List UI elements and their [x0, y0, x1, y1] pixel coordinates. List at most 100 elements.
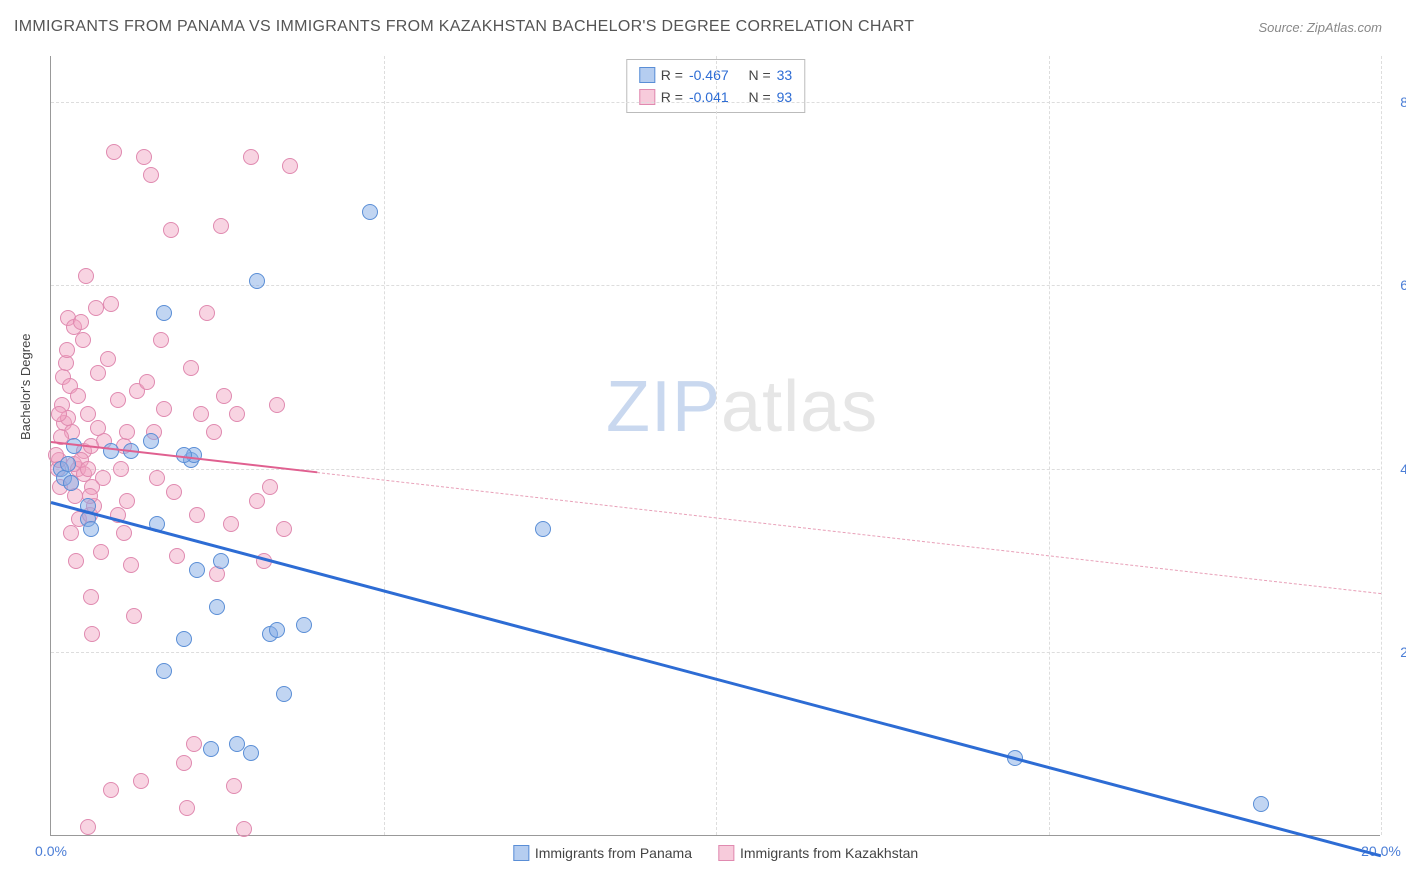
panama-n-value: 33 [777, 64, 793, 86]
point-kazakhstan [103, 782, 119, 798]
point-kazakhstan [139, 374, 155, 390]
point-panama [156, 305, 172, 321]
point-kazakhstan [75, 332, 91, 348]
swatch-blue-icon [513, 845, 529, 861]
source-attribution: Source: ZipAtlas.com [1258, 20, 1382, 35]
point-kazakhstan [100, 351, 116, 367]
point-kazakhstan [269, 397, 285, 413]
point-kazakhstan [223, 516, 239, 532]
point-panama [83, 521, 99, 537]
point-kazakhstan [189, 507, 205, 523]
point-kazakhstan [116, 525, 132, 541]
panama-r-value: -0.467 [689, 64, 729, 86]
point-panama [243, 745, 259, 761]
point-kazakhstan [176, 755, 192, 771]
point-kazakhstan [110, 392, 126, 408]
point-kazakhstan [83, 589, 99, 605]
point-kazakhstan [163, 222, 179, 238]
point-kazakhstan [169, 548, 185, 564]
swatch-pink-icon [718, 845, 734, 861]
y-tick-label: 40.0% [1390, 461, 1406, 477]
point-kazakhstan [59, 342, 75, 358]
point-kazakhstan [206, 424, 222, 440]
point-panama [296, 617, 312, 633]
point-kazakhstan [153, 332, 169, 348]
point-kazakhstan [166, 484, 182, 500]
point-kazakhstan [229, 406, 245, 422]
point-kazakhstan [179, 800, 195, 816]
point-panama [249, 273, 265, 289]
point-kazakhstan [262, 479, 278, 495]
watermark-zip: ZIP [606, 367, 721, 447]
y-axis-label: Bachelor's Degree [18, 333, 33, 440]
gridline-v [1049, 56, 1050, 835]
point-panama [209, 599, 225, 615]
point-kazakhstan [103, 296, 119, 312]
point-kazakhstan [123, 557, 139, 573]
point-panama [176, 631, 192, 647]
point-kazakhstan [51, 406, 67, 422]
gridline-v [384, 56, 385, 835]
point-panama [203, 741, 219, 757]
swatch-blue-icon [639, 67, 655, 83]
point-kazakhstan [58, 355, 74, 371]
watermark-atlas: atlas [721, 367, 878, 447]
legend-item-panama: Immigrants from Panama [513, 845, 692, 861]
point-kazakhstan [209, 566, 225, 582]
chart-title: IMMIGRANTS FROM PANAMA VS IMMIGRANTS FRO… [14, 18, 914, 36]
point-panama [535, 521, 551, 537]
x-tick-label: 0.0% [35, 843, 67, 859]
label-n: N = [748, 64, 770, 86]
point-kazakhstan [88, 300, 104, 316]
point-kazakhstan [199, 305, 215, 321]
gridline-v [716, 56, 717, 835]
point-kazakhstan [68, 553, 84, 569]
point-kazakhstan [156, 401, 172, 417]
point-kazakhstan [243, 149, 259, 165]
point-kazakhstan [226, 778, 242, 794]
point-kazakhstan [216, 388, 232, 404]
point-panama [103, 443, 119, 459]
y-tick-label: 60.0% [1390, 277, 1406, 293]
legend-item-kazakhstan: Immigrants from Kazakhstan [718, 845, 918, 861]
point-kazakhstan [119, 424, 135, 440]
point-kazakhstan [106, 144, 122, 160]
point-kazakhstan [73, 314, 89, 330]
point-kazakhstan [84, 626, 100, 642]
point-kazakhstan [70, 388, 86, 404]
point-kazakhstan [93, 544, 109, 560]
point-panama [60, 456, 76, 472]
label-n: N = [748, 86, 770, 108]
legend-label-kazakhstan: Immigrants from Kazakhstan [740, 845, 918, 861]
point-panama [362, 204, 378, 220]
trendline-kazakhstan-dashed [317, 472, 1381, 594]
point-kazakhstan [276, 521, 292, 537]
point-panama [276, 686, 292, 702]
point-kazakhstan [149, 470, 165, 486]
watermark: ZIPatlas [606, 366, 878, 448]
point-kazakhstan [126, 608, 142, 624]
point-kazakhstan [90, 365, 106, 381]
point-kazakhstan [236, 821, 252, 837]
point-panama [1253, 796, 1269, 812]
point-kazakhstan [113, 461, 129, 477]
point-kazakhstan [136, 149, 152, 165]
point-kazakhstan [63, 525, 79, 541]
point-panama [213, 553, 229, 569]
point-kazakhstan [143, 167, 159, 183]
point-kazakhstan [186, 736, 202, 752]
point-kazakhstan [80, 461, 96, 477]
point-kazakhstan [213, 218, 229, 234]
kazakhstan-n-value: 93 [777, 86, 793, 108]
gridline-v [1381, 56, 1382, 835]
point-kazakhstan [80, 819, 96, 835]
label-r: R = [661, 64, 683, 86]
point-kazakhstan [249, 493, 265, 509]
point-kazakhstan [90, 420, 106, 436]
point-kazakhstan [133, 773, 149, 789]
point-panama [269, 622, 285, 638]
point-kazakhstan [78, 268, 94, 284]
point-kazakhstan [119, 493, 135, 509]
point-kazakhstan [193, 406, 209, 422]
point-panama [156, 663, 172, 679]
